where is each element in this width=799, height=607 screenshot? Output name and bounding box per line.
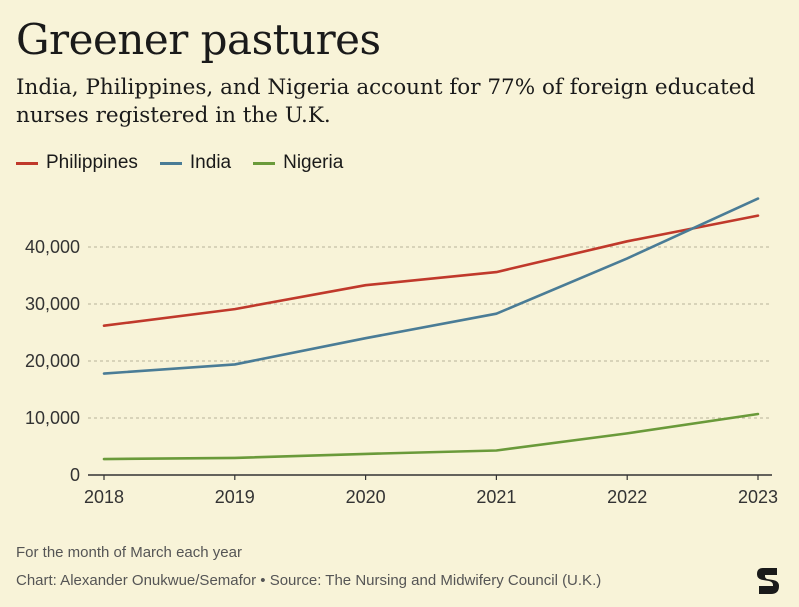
chart-legend: Philippines India Nigeria [16,152,343,174]
y-tick-label: 30,000 [25,294,80,314]
legend-swatch-india [159,161,182,165]
legend-item-india: India [159,152,232,174]
x-tick-label: 2022 [607,487,647,507]
x-tick-label: 2018 [84,487,124,507]
chart-title: Greener pastures [16,15,381,64]
series-line-india [102,197,760,375]
y-tick-label: 10,000 [25,408,80,428]
x-tick-label: 2020 [346,487,386,507]
line-chart: 0 10,000 20,000 30,000 40,000 2018 2019 2020 202… [25,197,778,507]
legend-item-philippines: Philippines [16,152,138,174]
x-tick-label: 2021 [476,487,516,507]
x-tick-label: 2019 [215,487,255,507]
y-tick-label: 20,000 [25,351,80,371]
chart-subtitle: India, Philippines, and Nigeria account … [16,75,756,128]
legend-label-india: India [189,152,232,173]
legend-swatch-philippines [16,161,38,165]
legend-item-nigeria: Nigeria [253,152,343,174]
source-credit: Chart: Alexander Onukwue/Semafor • Sourc… [16,572,602,589]
legend-swatch-nigeria [253,161,276,165]
series-line-philippines [102,214,760,327]
legend-label-philippines: Philippines [46,152,138,173]
series-line-nigeria [102,412,760,461]
y-tick-label: 0 [70,465,80,485]
footnote: For the month of March each year [16,544,242,561]
semafor-logo-icon [757,568,779,594]
y-tick-label: 40,000 [25,237,80,257]
x-tick-label: 2023 [738,487,778,507]
legend-label-nigeria: Nigeria [283,152,344,173]
